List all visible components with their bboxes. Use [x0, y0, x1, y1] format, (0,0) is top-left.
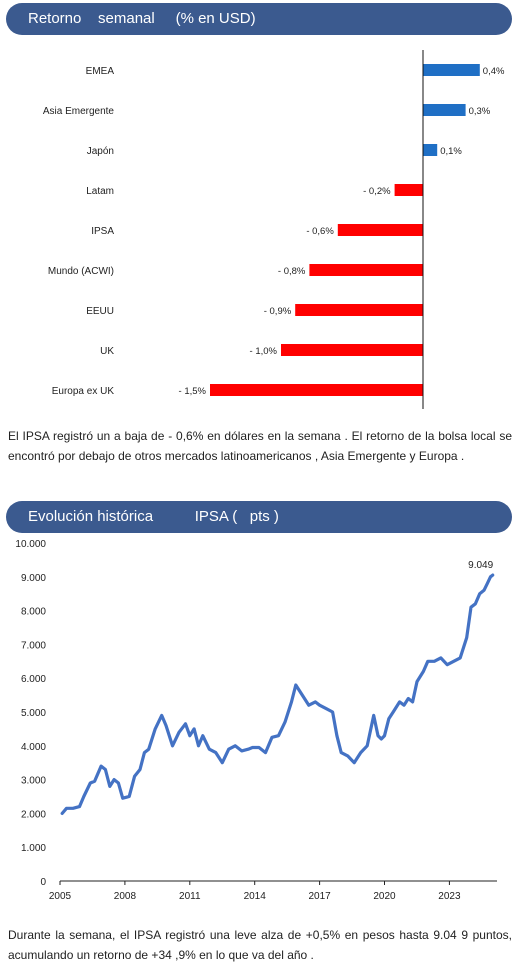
y-tick-label: 2.000 [21, 809, 46, 820]
bar-category-label: Europa ex UK [52, 386, 115, 397]
x-tick-label: 2011 [179, 891, 201, 902]
ipsa-series-line [60, 573, 495, 815]
x-tick-label: 2023 [438, 891, 461, 902]
bar-3 [394, 184, 423, 196]
bar-value-label: - 1,5% [179, 386, 207, 397]
ipsa-commentary: Durante la semana, el IPSA registró una … [8, 928, 512, 962]
bar-value-label: - 0,9% [264, 306, 292, 317]
x-tick-label: 2005 [49, 891, 72, 902]
bar-value-label: - 1,0% [250, 346, 278, 357]
ipsa-history-line-chart: 0 1.000 2.000 3.000 4.000 5.000 6.000 7.000 8.00… [15, 539, 497, 902]
bar-2 [423, 144, 438, 156]
bar-value-label: - 0,8% [278, 266, 306, 277]
bar-category-label: Asia Emergente [43, 106, 115, 117]
weekly-return-bar-chart: EMEA 0,4% Asia Emergente 0,3% Japón 0,1% Latam… [43, 50, 505, 409]
bar-value-label: 0,3% [469, 106, 491, 117]
bar-4 [337, 224, 423, 236]
x-tick-label: 2020 [373, 891, 396, 902]
bar-category-label: Japón [87, 146, 114, 157]
bar-category-label: IPSA [91, 226, 114, 237]
x-tick-label: 2014 [244, 891, 267, 902]
bar-value-label: - 0,2% [363, 186, 391, 197]
x-tick-label: 2017 [308, 891, 331, 902]
bar-0 [423, 64, 480, 76]
bar-7 [281, 344, 423, 356]
bar-5 [309, 264, 423, 276]
weekly-return-header: Retorno semanal (% en USD) [6, 3, 512, 35]
bar-8 [210, 384, 423, 396]
y-tick-label: 10.000 [15, 539, 46, 550]
y-tick-label: 8.000 [21, 607, 46, 618]
bar-category-label: EMEA [86, 66, 115, 77]
bar-1 [423, 104, 466, 116]
x-tick-label: 2008 [114, 891, 137, 902]
y-tick-label: 5.000 [21, 708, 46, 719]
bar-category-label: UK [100, 346, 114, 357]
bar-value-label: - 0,6% [306, 226, 334, 237]
historic-ipsa-header: Evolución histórica IPSA ( pts ) [6, 501, 512, 533]
y-tick-label: 3.000 [21, 776, 46, 787]
weekly-commentary: El IPSA registró un a baja de - 0,6% en … [8, 429, 512, 463]
bar-6 [295, 304, 423, 316]
last-value-label: 9.049 [468, 560, 493, 571]
bar-value-label: 0,4% [483, 66, 505, 77]
y-tick-label: 1.000 [21, 843, 46, 854]
y-tick-label: 4.000 [21, 742, 46, 753]
y-tick-label: 0 [40, 877, 46, 888]
bar-category-label: Latam [86, 186, 114, 197]
y-tick-label: 6.000 [21, 674, 46, 685]
bar-value-label: 0,1% [440, 146, 462, 157]
y-tick-label: 7.000 [21, 640, 46, 651]
bar-category-label: Mundo (ACWI) [48, 266, 114, 277]
y-tick-label: 9.000 [21, 573, 46, 584]
bar-category-label: EEUU [86, 306, 114, 317]
